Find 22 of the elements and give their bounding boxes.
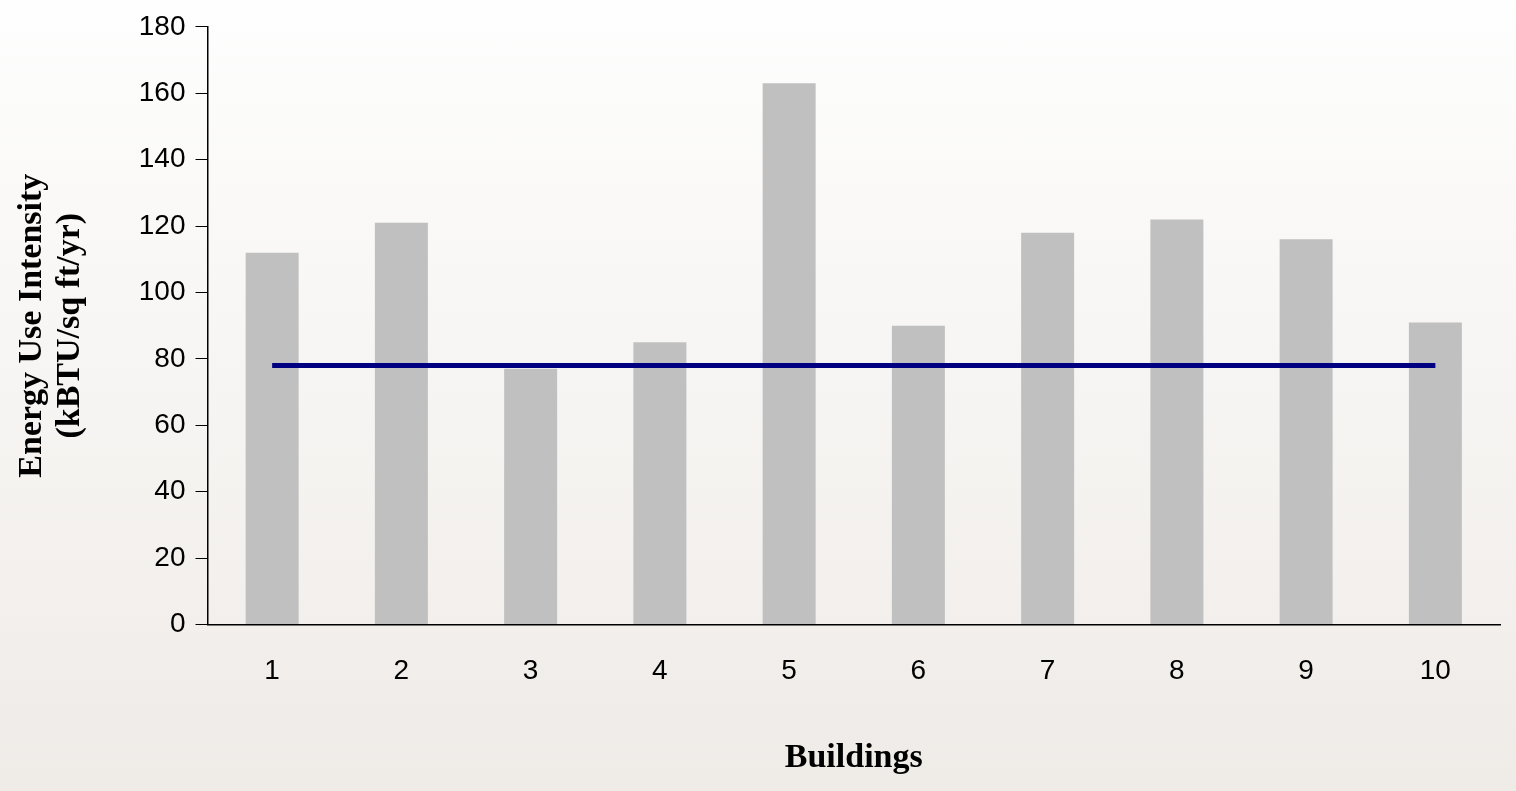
x-tick-label: 1 — [264, 654, 280, 686]
y-tick-label: 180 — [138, 9, 186, 41]
y-tick-label: 60 — [154, 408, 186, 440]
y-tick-label: 80 — [154, 341, 186, 373]
y-tick-label: 40 — [154, 474, 186, 506]
y-tick-label: 0 — [169, 607, 186, 639]
x-tick-label: 3 — [522, 654, 539, 686]
x-tick-label: 7 — [1039, 654, 1056, 686]
y-axis-title: Energy Use Intensity (kBTU/sq ft/yr) — [11, 173, 87, 478]
x-tick-label: 9 — [1298, 654, 1314, 686]
x-tick-label: 2 — [393, 654, 410, 686]
x-tick-label: 4 — [652, 654, 668, 686]
y-tick-label: 120 — [138, 208, 186, 240]
x-tick-label: 10 — [1419, 654, 1451, 686]
x-tick-label: 8 — [1169, 654, 1185, 686]
x-tick-label: 5 — [781, 654, 797, 686]
y-tick-label: 20 — [154, 540, 186, 572]
y-tick-label: 160 — [138, 75, 186, 107]
x-tick-label: 6 — [910, 654, 927, 686]
x-axis-title: Buildings — [784, 737, 923, 775]
y-tick-label: 140 — [138, 142, 186, 174]
y-tick-label: 100 — [138, 275, 186, 307]
